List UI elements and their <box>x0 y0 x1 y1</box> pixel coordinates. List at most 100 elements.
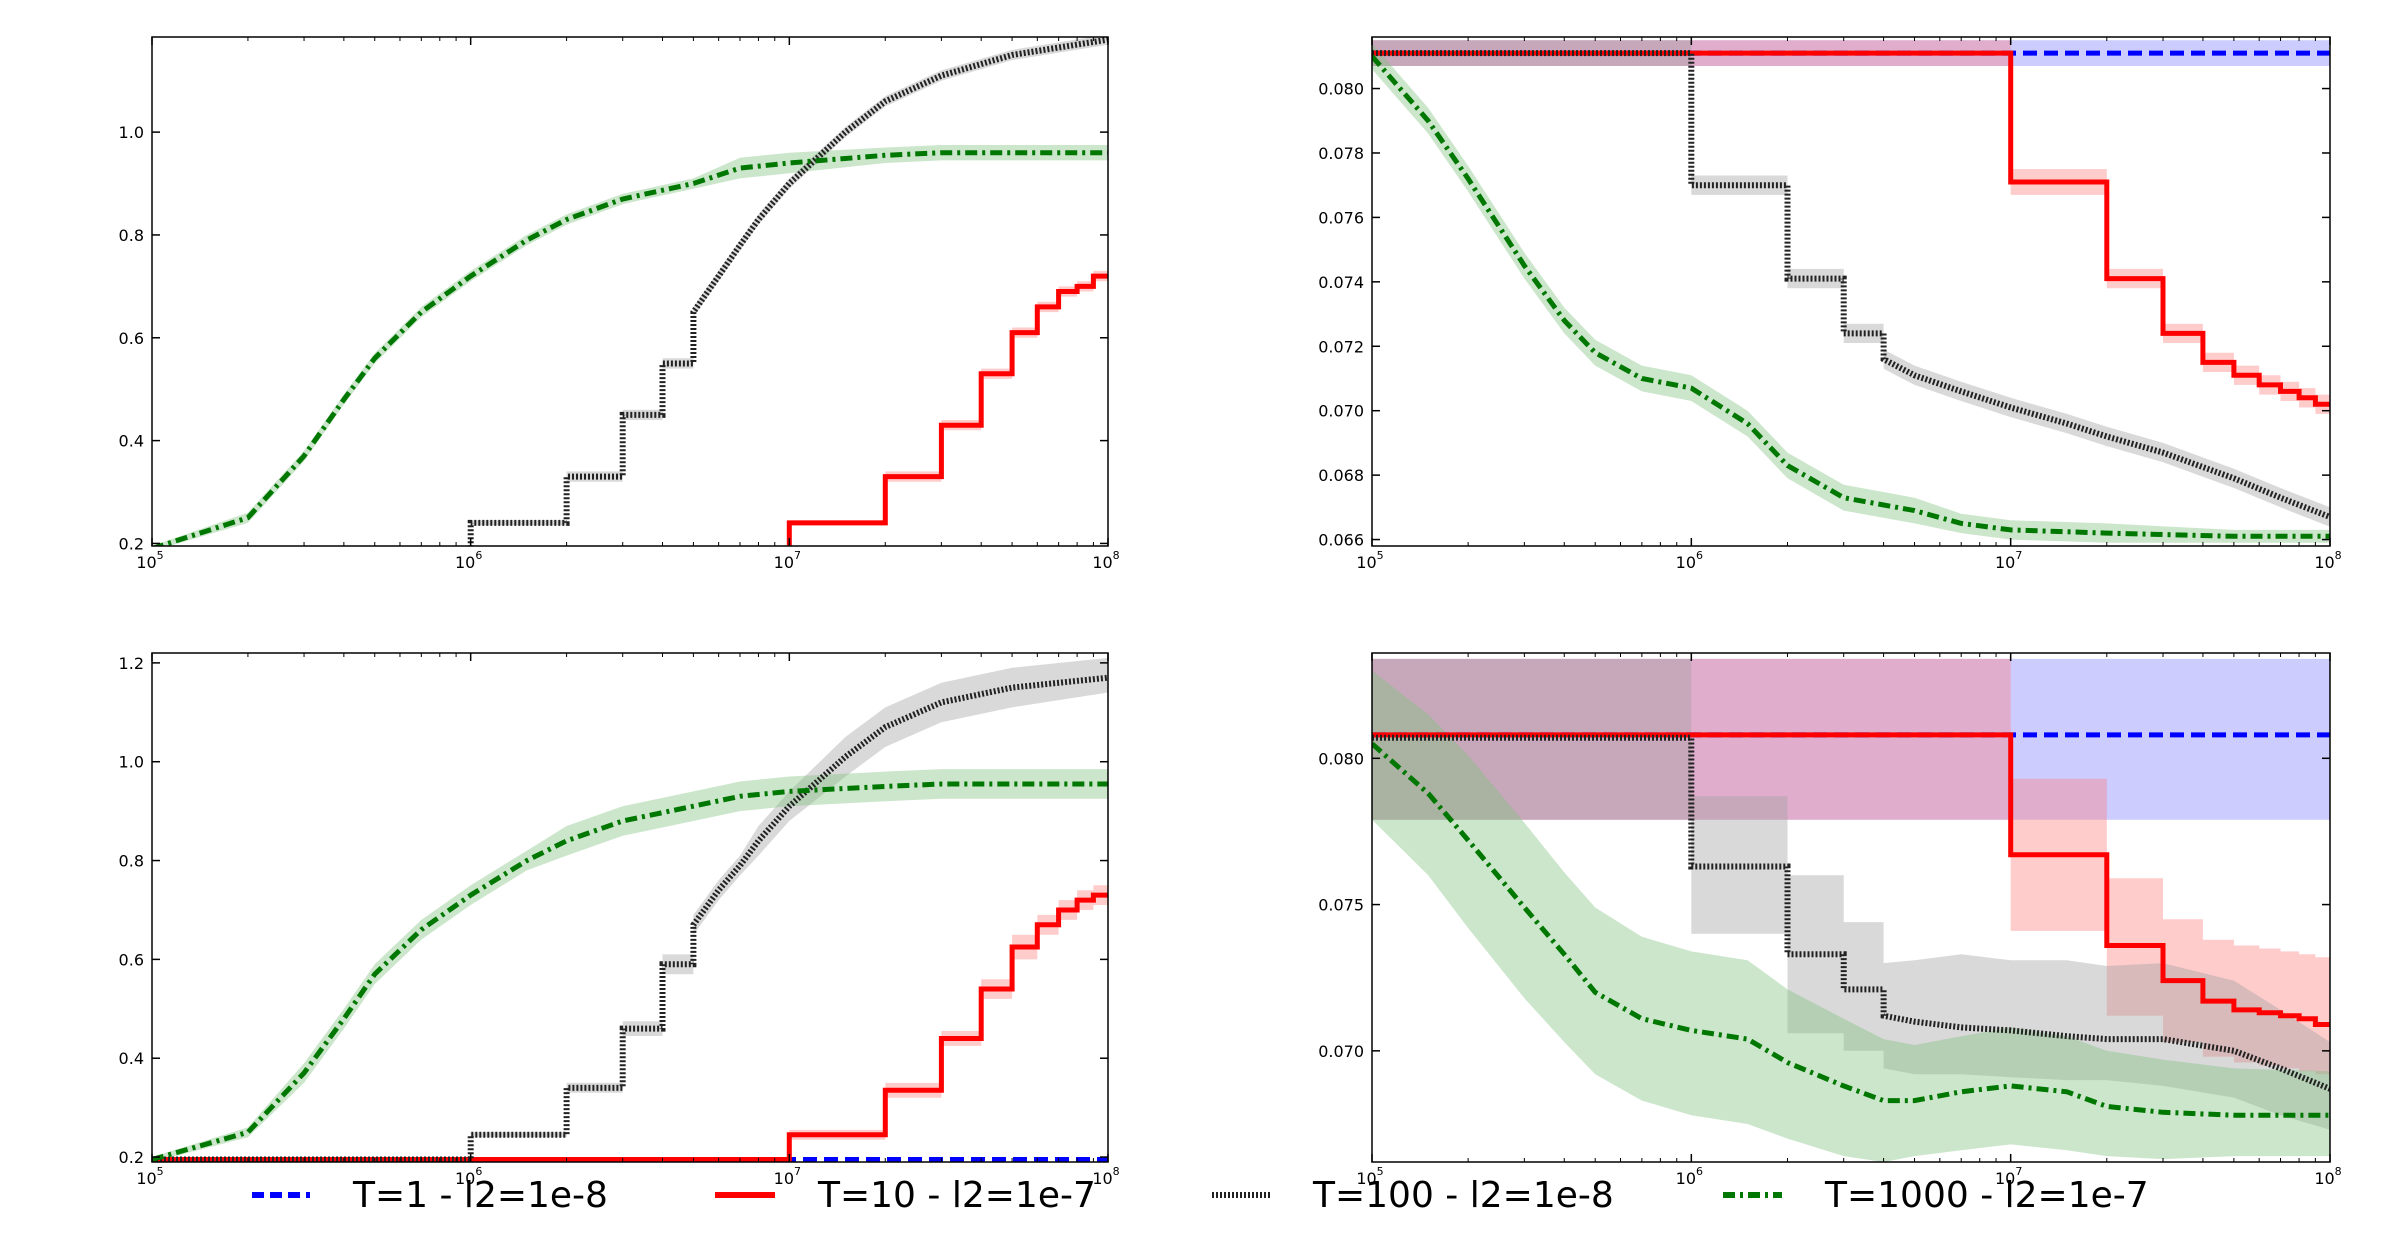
series-line-3 <box>152 674 1108 1162</box>
x-tick-label-base: 10 <box>455 1169 475 1188</box>
x-tick-label-base: 10 <box>2314 1169 2334 1188</box>
x-tick-label: 106 <box>455 549 482 572</box>
x-tick-label-exponent: 8 <box>2335 1165 2342 1178</box>
plot-area <box>1372 40 2330 543</box>
x-tick-label: 105 <box>136 1165 163 1188</box>
y-tick-label: 0.2 <box>119 1148 144 1167</box>
x-tick-label: 106 <box>1676 1165 1703 1188</box>
x-tick-label-base: 10 <box>774 553 794 572</box>
legend-entry-t1000: T=1000 - l2=1e-7 <box>1723 1175 2149 1216</box>
x-tick-label-exponent: 6 <box>475 549 482 562</box>
series-line-2 <box>152 892 1108 1162</box>
x-tick-label-base: 10 <box>1092 553 1112 572</box>
y-tick-label: 0.072 <box>1318 337 1364 356</box>
confidence-band-3 <box>1372 658 2330 1130</box>
x-tick-label: 106 <box>1676 549 1703 572</box>
x-tick-label: 108 <box>1092 549 1119 572</box>
y-tick-label: 0.080 <box>1318 749 1364 768</box>
x-tick-label: 107 <box>774 1165 801 1188</box>
x-tick-label-base: 10 <box>1356 1169 1376 1188</box>
legend-entry-t10: T=10 - l2=1e-7 <box>715 1175 1096 1216</box>
x-tick-label-base: 10 <box>1092 1169 1112 1188</box>
confidence-band-2 <box>1372 40 2330 414</box>
x-tick-label-exponent: 7 <box>2015 549 2022 562</box>
x-tick-label: 106 <box>455 1165 482 1188</box>
confidence-band-3 <box>470 37 1108 546</box>
legend-label-t1000: T=1000 - l2=1e-7 <box>1824 1175 2149 1216</box>
plot-area <box>152 37 1108 546</box>
series-line-3 <box>1372 50 2330 520</box>
axes-frame <box>1371 36 2331 547</box>
x-tick-label: 105 <box>1356 549 1383 572</box>
x-tick-label: 105 <box>1356 1165 1383 1188</box>
series-line-2 <box>786 273 1108 546</box>
x-tick-label-base: 10 <box>1676 553 1696 572</box>
x-tick-label-exponent: 8 <box>1113 1165 1120 1178</box>
y-tick-label: 0.078 <box>1318 144 1364 163</box>
x-tick-label: 108 <box>1092 1165 1119 1188</box>
legend-label-t1: T=1 - l2=1e-8 <box>352 1175 608 1216</box>
x-tick-label-exponent: 5 <box>157 549 164 562</box>
y-tick-label: 0.4 <box>119 432 144 451</box>
x-tick-label: 105 <box>136 549 163 572</box>
confidence-band-3 <box>1372 40 2330 527</box>
x-tick-label-base: 10 <box>1995 1169 2015 1188</box>
legend-label-t100: T=100 - l2=1e-8 <box>1312 1175 1614 1216</box>
confidence-band-4 <box>1372 670 2330 1162</box>
x-tick-label-exponent: 7 <box>2015 1165 2022 1178</box>
x-tick-label-exponent: 8 <box>2335 549 2342 562</box>
x-tick-label-exponent: 5 <box>157 1165 164 1178</box>
x-tick-label-base: 10 <box>1676 1169 1696 1188</box>
figure-legend: T=1 - l2=1e-8 T=10 - l2=1e-7 T=100 - l2=… <box>252 1175 2149 1216</box>
confidence-band-4 <box>152 145 1108 546</box>
y-tick-label: 0.8 <box>119 226 144 245</box>
x-tick-label-exponent: 7 <box>794 1165 801 1178</box>
y-tick-label: 0.6 <box>119 329 144 348</box>
confidence-band-1 <box>1372 658 2330 820</box>
x-tick-label-exponent: 7 <box>794 549 801 562</box>
series-line-4 <box>1372 54 2330 539</box>
y-tick-label: 0.066 <box>1318 531 1364 550</box>
y-tick-label: 0.070 <box>1318 402 1364 421</box>
legend-entry-t100: T=100 - l2=1e-8 <box>1212 1175 1614 1216</box>
series-line-4 <box>1372 741 2330 1118</box>
plot-area <box>1372 658 2330 1162</box>
x-tick-label-base: 10 <box>774 1169 794 1188</box>
y-tick-label: 0.8 <box>119 852 144 871</box>
x-tick-label-base: 10 <box>136 1169 156 1188</box>
y-tick-label: 0.6 <box>119 950 144 969</box>
x-tick-label-base: 10 <box>455 553 475 572</box>
axes-frame <box>151 652 1109 1163</box>
series-line-3 <box>1372 734 2330 1092</box>
series-line-4 <box>152 150 1108 546</box>
y-tick-label: 1.0 <box>119 123 144 142</box>
series-line-4 <box>152 781 1108 1162</box>
x-tick-label-base: 10 <box>1356 553 1376 572</box>
confidence-band-2 <box>1372 658 2330 1075</box>
series-line-2 <box>1372 50 2330 407</box>
x-tick-label-exponent: 8 <box>1113 549 1120 562</box>
x-tick-label: 107 <box>774 549 801 572</box>
legend-label-t10: T=10 - l2=1e-7 <box>817 1175 1096 1216</box>
y-tick-label: 0.2 <box>119 534 144 553</box>
y-tick-label: 0.4 <box>119 1049 144 1068</box>
y-tick-label: 0.080 <box>1318 80 1364 99</box>
x-tick-label-base: 10 <box>1995 553 2015 572</box>
x-tick-label: 108 <box>2314 1165 2341 1188</box>
legend-entry-t1: T=1 - l2=1e-8 <box>252 1175 608 1216</box>
y-tick-label: 1.0 <box>119 753 144 772</box>
y-tick-label: 0.074 <box>1318 273 1364 292</box>
y-tick-label: 0.076 <box>1318 208 1364 227</box>
y-tick-label: 1.2 <box>119 654 144 673</box>
axes-frame <box>151 36 1109 547</box>
series-line-2 <box>1372 732 2330 1027</box>
y-tick-label: 0.075 <box>1318 896 1364 915</box>
x-tick-label-exponent: 5 <box>1377 1165 1384 1178</box>
x-tick-label-exponent: 6 <box>1696 549 1703 562</box>
x-tick-label: 107 <box>1995 549 2022 572</box>
